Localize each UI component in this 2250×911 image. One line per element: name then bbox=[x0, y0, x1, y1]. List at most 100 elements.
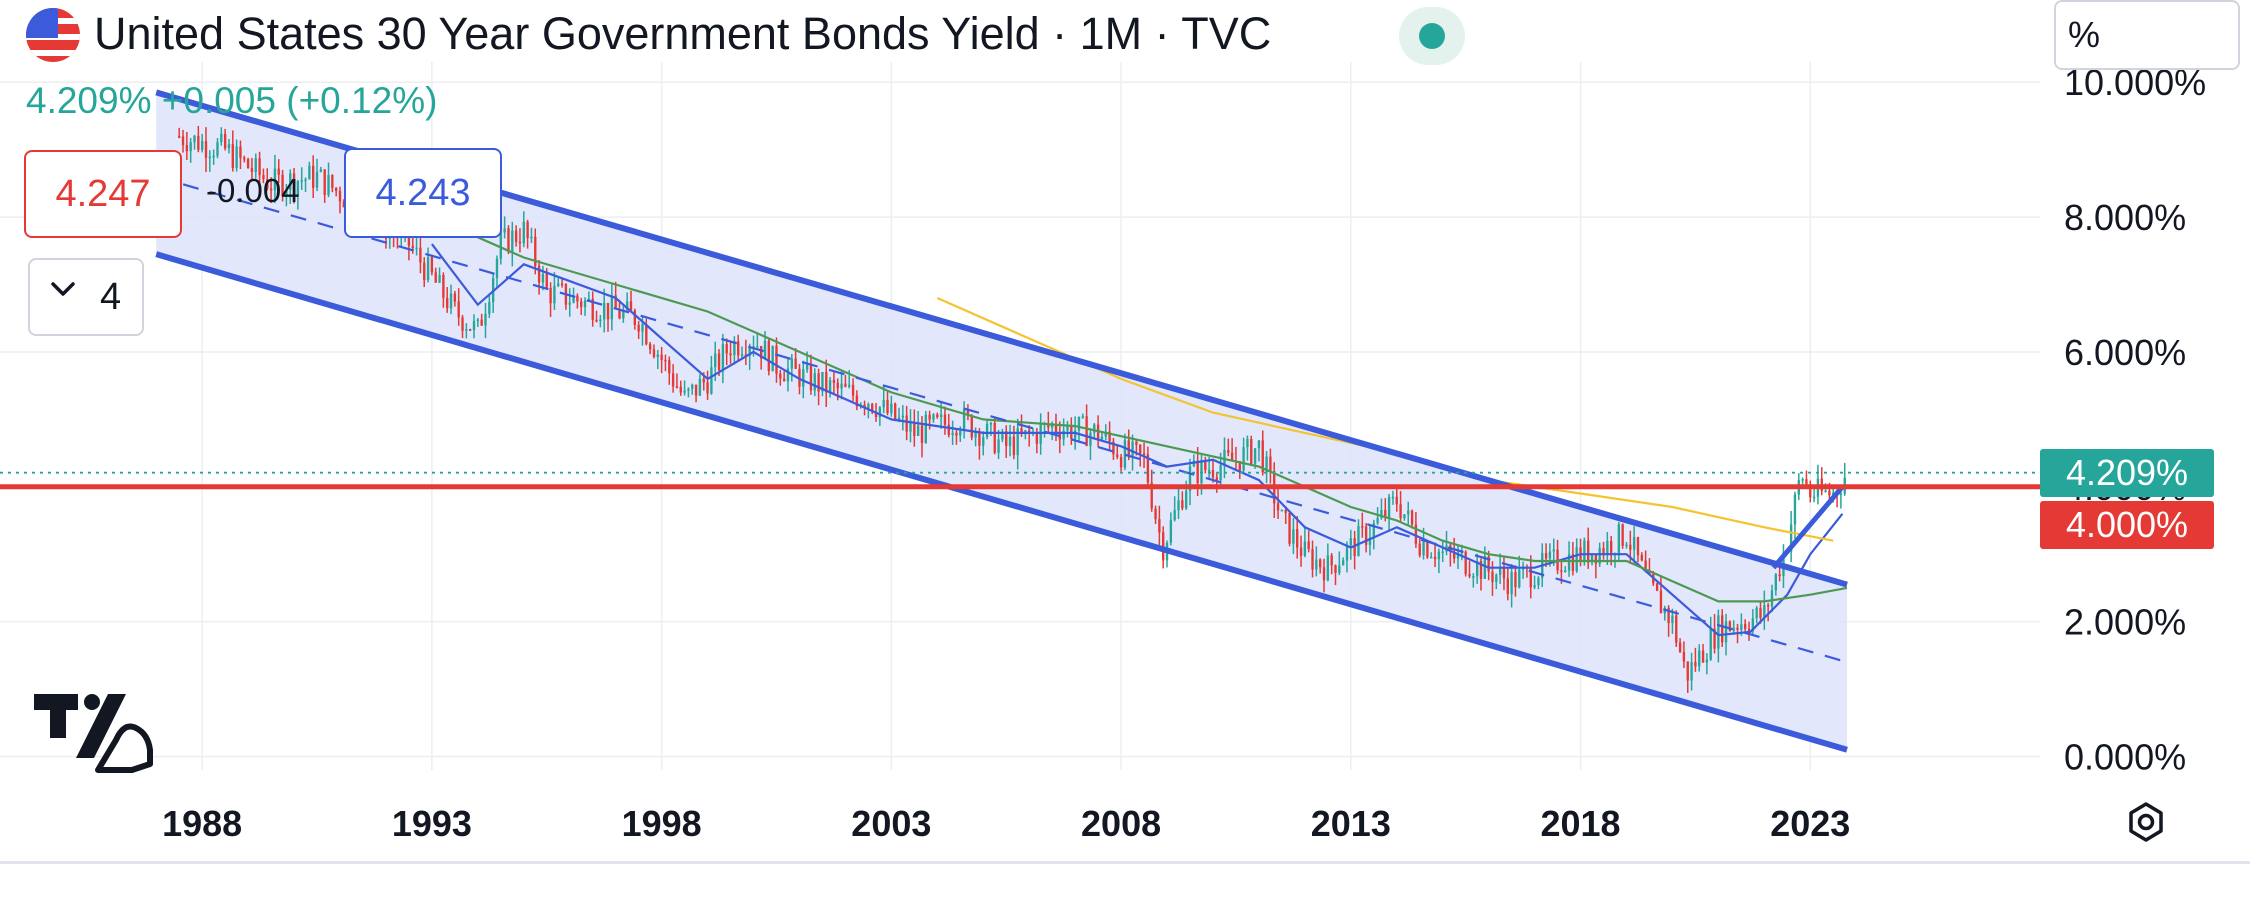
x-tick-label-2013: 2013 bbox=[1311, 803, 1391, 844]
candle-body-295 bbox=[1307, 541, 1310, 550]
candle-body-119 bbox=[633, 310, 637, 325]
candle-body-132 bbox=[683, 390, 686, 393]
candle-body-121 bbox=[641, 323, 644, 332]
candle-body-4 bbox=[193, 135, 196, 143]
candle-body-274 bbox=[1227, 449, 1230, 453]
candle-body-359 bbox=[1552, 549, 1555, 552]
y-tick-label-6: 6.000% bbox=[2064, 332, 2186, 373]
candle-body-77 bbox=[472, 321, 476, 331]
candle-body-95 bbox=[541, 273, 545, 283]
candle-body-273 bbox=[1223, 449, 1226, 465]
symbol-title[interactable]: United States 30 Year Government Bonds Y… bbox=[94, 8, 1272, 59]
candle-body-62 bbox=[415, 247, 418, 250]
candle-body-244 bbox=[1112, 441, 1115, 455]
candle-body-391 bbox=[1675, 615, 1678, 643]
candle-body-365 bbox=[1575, 547, 1578, 571]
candle-body-118 bbox=[629, 301, 633, 311]
buy-price-button[interactable]: 4.243 bbox=[344, 148, 502, 238]
scale-unit-button[interactable]: % bbox=[2054, 0, 2240, 70]
candle-body-239 bbox=[1093, 424, 1096, 433]
candle-body-299 bbox=[1322, 567, 1326, 581]
settings-gear-icon[interactable] bbox=[2124, 800, 2168, 844]
candle-body-67 bbox=[434, 272, 437, 283]
x-tick-label-2023: 2023 bbox=[1770, 803, 1850, 844]
candle-body-400 bbox=[1709, 628, 1712, 660]
candle-body-243 bbox=[1108, 431, 1111, 442]
candle-body-112 bbox=[606, 302, 610, 320]
candle-body-75 bbox=[465, 329, 468, 331]
candle-body-396 bbox=[1694, 662, 1697, 667]
us-flag-icon bbox=[26, 8, 80, 62]
candle-body-271 bbox=[1215, 477, 1218, 481]
candle-body-268 bbox=[1204, 460, 1207, 471]
candle-body-220 bbox=[1020, 428, 1023, 435]
candle-body-12 bbox=[223, 133, 227, 149]
candle-body-207 bbox=[970, 415, 973, 438]
candle-body-76 bbox=[468, 329, 472, 331]
candle-body-28 bbox=[285, 189, 288, 197]
candle-body-252 bbox=[1142, 453, 1146, 455]
candle-body-24 bbox=[269, 188, 273, 191]
candle-body-323 bbox=[1414, 524, 1418, 544]
candle-body-302 bbox=[1334, 565, 1337, 573]
candle-body-403 bbox=[1721, 615, 1724, 643]
candle-body-398 bbox=[1701, 650, 1705, 663]
candle-body-353 bbox=[1529, 567, 1532, 588]
tradingview-logo-icon bbox=[34, 694, 153, 773]
candle-body-282 bbox=[1257, 440, 1261, 449]
candle-body-261 bbox=[1177, 500, 1180, 511]
candle-body-9 bbox=[212, 155, 215, 158]
candle-body-97 bbox=[549, 287, 552, 304]
candle-body-407 bbox=[1736, 627, 1739, 630]
candle-body-139 bbox=[710, 367, 713, 394]
candle-body-372 bbox=[1602, 548, 1605, 556]
candle-body-324 bbox=[1418, 543, 1421, 556]
channel-middle-line bbox=[155, 175, 1848, 664]
candle-body-259 bbox=[1169, 520, 1173, 543]
candle-body-251 bbox=[1139, 444, 1142, 454]
y-tick-label-2: 2.000% bbox=[2064, 602, 2186, 643]
candle-body-381 bbox=[1636, 537, 1640, 556]
candle-body-151 bbox=[756, 346, 759, 348]
candle-body-182 bbox=[874, 411, 878, 418]
candle-body-180 bbox=[867, 403, 870, 409]
candle-body-194 bbox=[920, 425, 924, 443]
candle-body-283 bbox=[1261, 440, 1264, 473]
market-status-indicator[interactable] bbox=[1399, 7, 1465, 65]
candle-body-155 bbox=[771, 345, 774, 372]
candle-body-279 bbox=[1246, 439, 1249, 448]
candle-body-278 bbox=[1242, 447, 1245, 471]
candle-body-109 bbox=[595, 319, 598, 322]
candle-body-275 bbox=[1230, 452, 1234, 461]
candle-body-177 bbox=[855, 395, 859, 407]
candle-body-89 bbox=[518, 241, 522, 244]
candle-body-134 bbox=[691, 384, 694, 389]
candle-series bbox=[178, 125, 1846, 693]
candle-body-297 bbox=[1315, 559, 1318, 570]
spread-value: -0.004 bbox=[206, 172, 300, 209]
candle-body-401 bbox=[1713, 628, 1716, 649]
indicators-toggle-button[interactable]: 4 bbox=[28, 258, 144, 336]
candle-body-104 bbox=[576, 295, 579, 302]
candle-body-65 bbox=[426, 257, 430, 281]
sell-price-button[interactable]: 4.247 bbox=[24, 150, 182, 238]
candle-body-238 bbox=[1089, 432, 1092, 446]
candle-body-61 bbox=[411, 245, 414, 249]
candle-body-300 bbox=[1326, 555, 1330, 581]
candle-body-334 bbox=[1456, 552, 1460, 559]
candle-body-368 bbox=[1587, 540, 1590, 563]
candle-body-408 bbox=[1740, 624, 1743, 630]
candle-body-241 bbox=[1100, 436, 1104, 440]
candle-body-312 bbox=[1372, 523, 1375, 538]
candle-body-316 bbox=[1387, 496, 1391, 518]
candle-body-417 bbox=[1774, 574, 1777, 591]
candle-body-410 bbox=[1747, 628, 1751, 632]
candle-body-329 bbox=[1437, 551, 1441, 560]
candle-body-176 bbox=[851, 384, 855, 396]
candle-body-175 bbox=[848, 384, 851, 387]
candle-body-185 bbox=[886, 400, 889, 414]
candle-body-88 bbox=[514, 230, 518, 242]
market-open-dot-icon bbox=[1419, 23, 1445, 49]
candle-body-90 bbox=[522, 221, 525, 244]
